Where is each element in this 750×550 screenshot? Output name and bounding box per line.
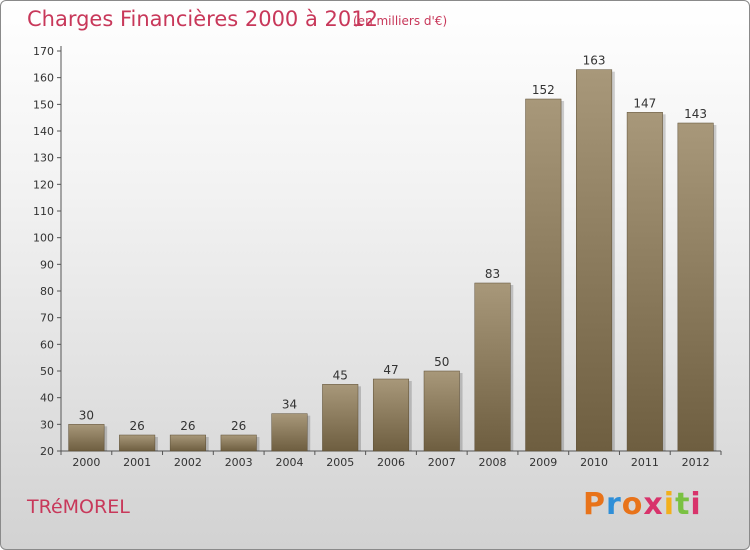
bar-2010: [576, 69, 613, 452]
logo-letter: i: [690, 487, 702, 522]
x-tick-label: 2007: [428, 456, 456, 469]
y-tick-label: 160: [33, 72, 54, 85]
chart-subtitle: (en milliers d'€): [353, 14, 448, 28]
x-tick-label: 2000: [72, 456, 100, 469]
logo-letter: P: [583, 487, 606, 522]
x-tick-label: 2009: [529, 456, 557, 469]
bar-value-label: 47: [383, 363, 398, 377]
bar-2011: [626, 112, 663, 452]
bar-value-label: 30: [79, 408, 94, 422]
bar-2007: [423, 370, 460, 452]
chart-axes: 20 30 40 50 60 70 80 90 100 110 120 130 140 150 160 170…: [33, 45, 722, 469]
chart-title: Charges Financières 2000 à 2012: [27, 7, 378, 31]
bar-2008: [474, 282, 511, 452]
y-tick-label: 150: [33, 98, 54, 111]
bar-value-label: 147: [633, 96, 656, 110]
y-tick-label: 50: [40, 365, 54, 378]
x-tick-label: 2006: [377, 456, 405, 469]
y-tick-label: 140: [33, 125, 54, 138]
bar-value-label: 26: [130, 419, 145, 433]
x-tick-label: 2003: [225, 456, 253, 469]
y-tick-label: 130: [33, 152, 54, 165]
proxiti-logo[interactable]: Proxiti: [583, 487, 702, 522]
bar-value-label: 26: [180, 419, 195, 433]
y-tick-label: 20: [40, 445, 54, 458]
logo-letter: t: [675, 487, 691, 522]
x-tick-label: 2010: [580, 456, 608, 469]
bar-2001: [119, 434, 156, 452]
bar-value-label: 26: [231, 419, 246, 433]
bar-value-label: 50: [434, 355, 449, 369]
x-tick-label: 2012: [682, 456, 710, 469]
y-tick-label: 80: [40, 285, 54, 298]
bar-2005: [322, 384, 359, 452]
x-tick-label: 2002: [174, 456, 202, 469]
y-tick-label: 40: [40, 392, 54, 405]
bar-value-label: 45: [333, 368, 348, 382]
bar-value-label: 163: [583, 54, 606, 68]
bar-2012: [677, 122, 714, 452]
y-tick-label: 100: [33, 232, 54, 245]
bar-2009: [525, 98, 562, 452]
bar-2002: [169, 434, 206, 452]
chart-bars: 30 26 26 26 34 45 47 50 83 152 163 147 143: [68, 54, 717, 452]
bar-2006: [372, 378, 410, 452]
bar-value-label: 152: [532, 83, 555, 97]
y-tick-label: 110: [33, 205, 54, 218]
logo-letter: o: [621, 487, 644, 522]
y-tick-label: 60: [40, 338, 54, 351]
bar-value-label: 83: [485, 267, 500, 281]
logo-letter: i: [663, 487, 676, 522]
y-tick-label: 30: [40, 418, 54, 431]
logo-letter: r: [606, 487, 622, 522]
bar-value-label: 143: [684, 107, 707, 121]
bar-value-label: 34: [282, 398, 297, 412]
y-tick-label: 90: [40, 258, 54, 271]
x-tick-label: 2011: [631, 456, 659, 469]
bar-2004: [271, 413, 308, 452]
x-tick-label: 2001: [123, 456, 151, 469]
x-tick-label: 2005: [326, 456, 354, 469]
logo-letter: x: [643, 487, 664, 522]
bar-2000: [68, 424, 105, 452]
y-tick-label: 120: [33, 178, 54, 191]
y-tick-label: 70: [40, 312, 54, 325]
x-tick-label: 2008: [479, 456, 507, 469]
y-tick-label: 170: [33, 45, 54, 58]
commune-name: TRéMOREL: [27, 496, 130, 518]
bar-2003: [220, 434, 257, 452]
x-tick-label: 2004: [275, 456, 303, 469]
